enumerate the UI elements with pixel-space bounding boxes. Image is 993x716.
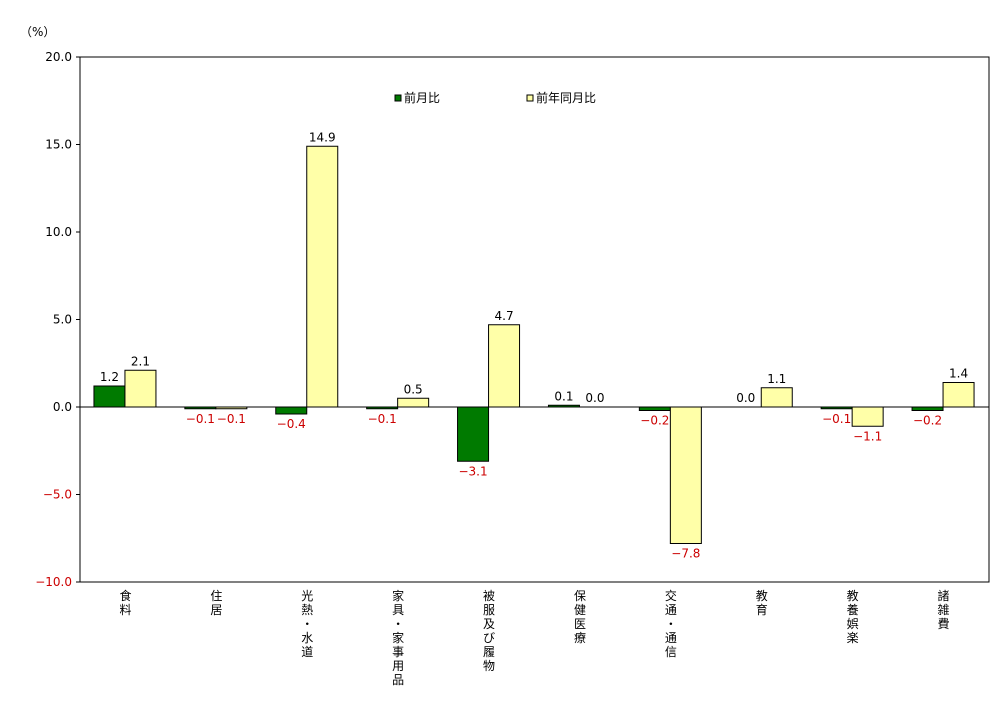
plot-area-frame [79,56,990,583]
data-label: 0.5 [404,382,423,396]
bar-mom [638,406,671,411]
y-tick-label: 5.0 [53,313,72,327]
bar-mom [275,406,308,415]
data-label: −0.4 [277,417,306,431]
bar-yoy [124,369,157,408]
data-label: −0.1 [217,412,246,426]
bar-yoy [942,382,975,408]
bars [93,145,975,544]
bar-yoy [397,397,430,408]
y-unit-label: （%） [20,25,55,39]
data-label: 4.7 [495,309,514,323]
legend-swatch [526,94,534,102]
data-label: −0.1 [368,412,397,426]
category-label: 住居 [210,589,222,617]
data-label: 14.9 [309,130,336,144]
y-tick-label: −10.0 [35,575,72,589]
category-labels: 食料 住居 光熱・水道 家具・家事用品 被服及び履物 保健医療 交通・通信 教育 教養娯楽 諸雑費 [119,588,949,687]
data-label: 1.4 [949,367,968,381]
data-label: −0.1 [822,412,851,426]
data-label: 2.1 [131,354,150,368]
category-label: 光熱・水道 [301,589,313,659]
data-label: 0.0 [585,391,604,405]
legend-label: 前月比 [404,90,440,105]
y-tick-label: −5.0 [43,488,72,502]
category-label: 諸雑費 [938,588,950,631]
data-labels: 1.2 −0.1 −0.4 −0.1 −3.1 0.1 −0.2 0.0 −0.1 −0.2 2.1… [100,130,968,560]
y-tick-label: 0.0 [53,400,72,414]
data-label: −0.2 [913,414,942,428]
category-label: 被服及び履物 [483,589,495,673]
y-axis-tick-labels: 20.0 15.0 10.0 5.0 0.0 −5.0 −10.0 [35,50,72,589]
data-label: −0.1 [186,412,215,426]
bar-yoy [851,406,884,427]
y-axis-ticks [76,56,80,583]
bar-mom [93,385,126,408]
category-label: 教養娯楽 [847,588,859,645]
bar-yoy [306,145,339,408]
bar-yoy [760,387,793,408]
category-label: 家具・家事用品 [392,588,404,687]
data-label: 0.0 [736,391,755,405]
data-label: 1.1 [767,372,786,386]
legend-swatch [394,94,402,102]
bar-yoy [488,324,521,408]
bar-mom [911,406,944,411]
category-label: 教育 [756,588,768,617]
y-tick-label: 20.0 [45,50,72,64]
category-label: 保健医療 [574,589,586,645]
data-label: −0.2 [640,414,669,428]
data-label: −3.1 [458,464,487,478]
category-label: 食料 [119,588,131,617]
data-label: 0.1 [554,389,573,403]
data-label: −7.8 [671,547,700,561]
category-label: 交通・通信 [665,588,677,659]
legend: 前月比 前年同月比 [394,90,596,105]
bar-yoy [669,406,702,544]
data-label: 1.2 [100,370,119,384]
bar-mom [457,406,490,462]
data-label: −1.1 [853,429,882,443]
y-tick-label: 10.0 [45,225,72,239]
legend-label: 前年同月比 [536,90,596,105]
y-tick-label: 15.0 [45,138,72,152]
